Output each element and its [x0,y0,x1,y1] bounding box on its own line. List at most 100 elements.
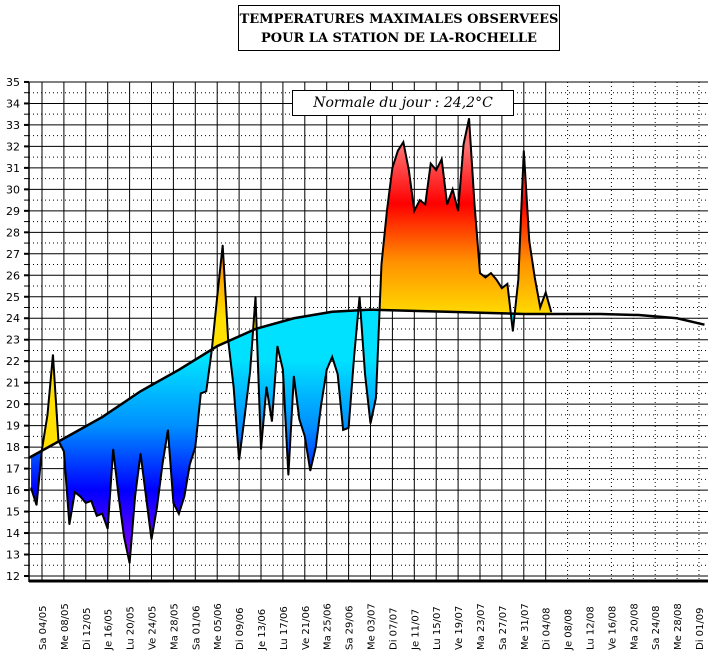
observed-point [446,203,448,205]
observed-point [101,513,103,515]
y-tick-label: 23 [6,334,20,347]
y-tick-label: 24 [6,312,20,325]
observed-point [326,369,328,371]
observed-point [167,429,169,431]
observed-line [30,118,553,564]
anomaly-fills [31,118,552,564]
observed-point [276,345,279,347]
observed-point [517,278,519,281]
observed-point [364,373,366,375]
observed-point [233,386,235,388]
y-tick-label: 20 [6,398,20,411]
y-tick-label: 19 [6,420,20,433]
observed-point [52,354,54,356]
observed-point [353,356,355,358]
x-tick-label: Me 03/07 [367,603,378,650]
observed-point [402,141,404,143]
x-tick-label: Ma 25/06 [323,603,334,650]
observed-point [490,272,492,274]
observed-point [200,392,202,395]
x-tick-label: Sa 04/05 [38,606,49,650]
x-tick-labels: Sa 04/05 Me 08/05 Di 12/05 Je 16/05 Lu 20/05… [38,603,706,651]
observed-point [473,203,476,205]
observed-point [320,403,322,405]
observed-point [222,244,224,246]
observed-point [342,429,344,431]
axes [28,81,708,583]
observed-point [375,397,377,399]
observed-point [172,502,174,504]
observed-point [452,188,454,190]
y-tick-label: 13 [6,549,20,562]
observed-point [178,513,180,515]
x-tick-label: Lu 20/05 [126,606,137,650]
observed-point [30,487,32,489]
observed-point [271,420,273,422]
chart-title-line-2: POUR LA STATION DE LA-ROCHELLE [261,31,537,46]
x-tick-label: Je 13/06 [257,609,268,651]
observed-point [129,562,131,564]
observed-point [260,448,262,450]
chart-title-line-1: TEMPERATURES MAXIMALES OBSERVEES [239,12,559,27]
observed-point [85,502,87,504]
y-tick-label: 21 [6,377,20,390]
observed-point [238,459,240,461]
observed-point [74,491,76,493]
observed-point [348,427,350,429]
y-tick-label: 32 [6,140,20,153]
x-tick-label: Je 16/05 [104,609,115,651]
x-tick-label: Ma 23/07 [476,603,487,650]
observed-point [545,291,547,294]
below-normal-fill [31,309,552,564]
observed-point [380,263,383,266]
observed-point [358,296,361,298]
observed-point [413,210,415,212]
observed-point [512,330,514,332]
observed-point [282,369,284,371]
observed-point [369,422,372,425]
observed-point [298,418,300,420]
y-tick-label: 22 [6,355,20,368]
observed-point [304,435,306,437]
observed-point [397,150,399,152]
y-tick-label: 31 [6,162,20,175]
y-tick-label: 27 [6,248,20,261]
x-tick-label: Je 08/08 [564,609,575,651]
observed-point [156,506,158,508]
observed-point [134,495,136,498]
observed-point [79,495,81,498]
x-tick-label: Ve 19/07 [454,606,465,650]
observed-point [501,287,503,289]
observed-point [484,276,487,279]
observed-point [495,278,498,281]
observed-point [96,515,98,517]
x-tick-label: Me 08/05 [60,603,71,650]
y-tick-label: 28 [6,226,20,239]
y-tick-label: 29 [6,205,20,218]
observed-point [189,463,191,465]
observed-point [435,169,437,171]
observed-point [112,448,114,450]
observed-point [194,446,196,448]
y-tick-label: 18 [6,441,20,454]
observed-point [243,416,246,418]
observed-point [216,296,218,298]
observed-point [68,523,70,526]
y-tick-label: 17 [6,463,20,476]
observed-point [528,240,530,242]
y-tick-label: 26 [6,269,20,282]
x-tick-label: Lu 15/07 [432,606,443,650]
x-tick-label: Di 04/08 [542,608,553,650]
observed-point [462,143,465,145]
observed-point [534,276,536,279]
y-tick-labels: 12 13 14 15 16 17 18 19 20 21 22 23 24 25 26 27 28 29 30 31… [6,76,20,583]
y-tick-label: 16 [6,484,20,497]
x-tick-label: Lu 17/06 [279,606,290,650]
observed-point [249,371,251,373]
observed-point [293,375,295,377]
observed-point [46,414,49,416]
x-tick-label: Di 07/07 [388,608,399,650]
observed-point [391,167,393,169]
observed-point [468,117,470,120]
observed-point [107,528,109,530]
